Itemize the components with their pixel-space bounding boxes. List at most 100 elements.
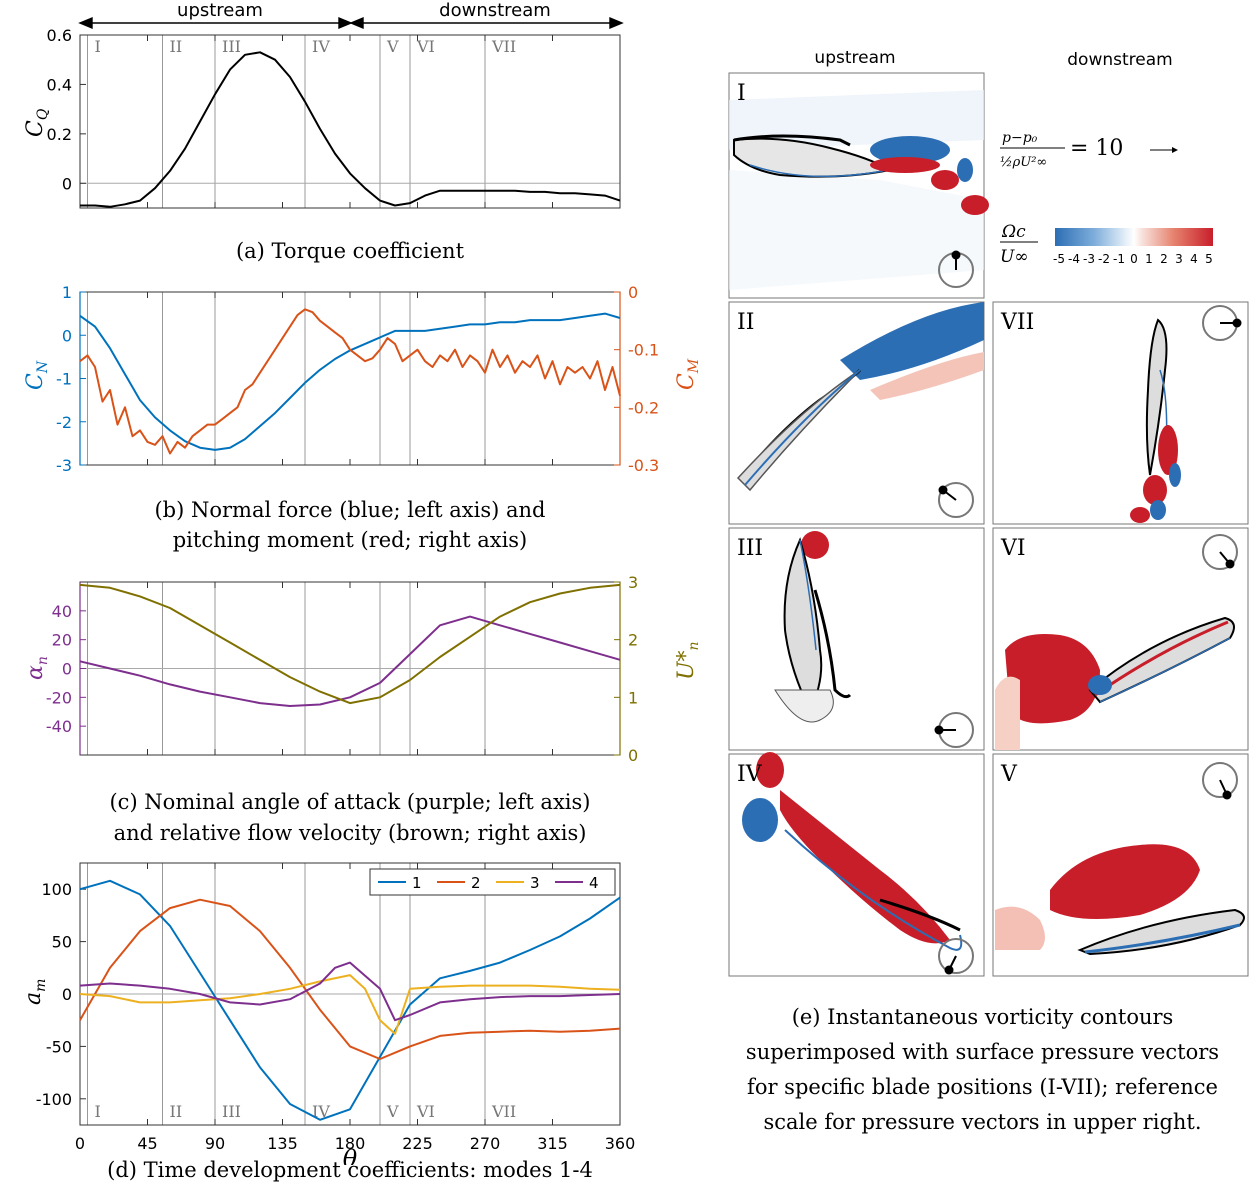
chart-normal-force-pitching-moment: 1 0 -1 -2 -3 0 -0.1 -0.2 -0.3 CN CM [23,283,702,475]
snapshot-label-IV: IV [737,762,763,787]
legend-label-3: 3 [530,874,540,892]
y-right-axis-label: U*n [674,641,702,680]
position-label-I: I [95,37,101,56]
y-tick-label: -2 [56,413,72,432]
colorbar-tick-label: 1 [1145,252,1153,266]
y-tick-label: 50 [52,933,72,952]
y-right-tick-label: -0.1 [628,341,659,360]
series-line-right [79,308,621,455]
snapshot-label-II: II [737,310,754,335]
colorbar-tick-label: 3 [1175,252,1183,266]
y-tick-label: 0 [62,660,72,679]
y-right-axis-label: CM [674,358,702,390]
series-line-2 [79,898,621,1060]
y-right-tick-label: 0 [628,283,638,302]
vorticity-colorbar: Ωc U∞ -5 -4 -3 -2 -1 0 1 2 3 4 5 [1000,222,1213,267]
series-line-right [79,583,621,705]
y-tick-label: -100 [36,1090,72,1109]
colorbar-tick-label: 2 [1160,252,1168,266]
snapshot-label-VI: VI [1000,536,1026,561]
y-axis-label: αn [23,656,51,680]
x-tick-label: 180 [335,1134,366,1153]
colorbar-tick-label: 4 [1190,252,1198,266]
pressure-scale-legend: p−p₀ ½ρU²∞ = 10 [1000,130,1178,170]
x-tick-label: 135 [267,1134,298,1153]
position-label-VII: VII [491,1102,516,1121]
caption-d: (d) Time development coefficients: modes… [107,1158,593,1182]
y-tick-label: -40 [46,717,72,736]
y-right-tick-label: 1 [628,688,638,707]
vorticity-panels: I p−p₀ ½ρU²∞ = 10 Ωc U∞ -5 -4 -3 -2 -1 0 1 2 3 4 5… [728,72,1249,977]
snapshot-VI: VI [992,527,1249,751]
series-line-3 [79,974,621,1035]
pressure-scale-value: = 10 [1070,136,1123,161]
series-line-left [79,312,621,451]
svg-text:p−p₀: p−p₀ [1002,130,1038,146]
series-line-4 [79,961,621,1022]
panel-e-upstream-header: upstream [814,48,896,68]
y-tick-label: -1 [56,370,72,389]
y-tick-label: 0.4 [47,75,72,94]
caption-b-line1: (b) Normal force (blue; left axis) and [154,498,546,522]
position-label-IV: IV [312,1102,330,1121]
y-right-tick-label: -0.2 [628,398,659,417]
snapshot-VII: VII [992,301,1249,525]
position-label-V: V [386,1102,399,1121]
y-right-tick-label: 3 [628,573,638,592]
caption-e-line2: superimposed with surface pressure vecto… [745,1040,1220,1064]
y-right-tick-label: 0 [628,746,638,765]
x-tick-label: 225 [402,1134,433,1153]
x-tick-label: 315 [537,1134,568,1153]
header-upstream-label: upstream [177,0,263,21]
x-axis-label: θ [343,1145,358,1165]
colorbar-tick-label: -2 [1098,252,1110,266]
series-line-0 [80,51,621,208]
snapshot-III: III [728,527,985,751]
position-label-III: III [222,1102,241,1121]
colorbar-tick-label: -1 [1113,252,1125,266]
x-tick-label: 360 [605,1134,636,1153]
snapshot-IV: IV [728,752,985,977]
caption-e-line3: for specific blade positions (I-VII); re… [747,1075,1218,1099]
y-tick-label: 0 [62,326,72,345]
position-label-II: II [170,1102,183,1121]
y-tick-label: 0 [62,985,72,1004]
svg-text:½ρU²∞: ½ρU²∞ [1000,155,1047,170]
y-tick-label: 0 [62,174,72,193]
y-axis-label: am [21,979,49,1005]
position-label-I: I [95,1102,101,1121]
svg-text:Ωc: Ωc [1001,222,1026,242]
x-tick-label: 270 [470,1134,501,1153]
caption-c-line2: and relative flow velocity (brown; right… [113,821,587,845]
y-tick-label: -3 [56,456,72,475]
position-label-VI: VI [416,1102,435,1121]
position-label-II: II [170,37,183,56]
y-tick-label: 1 [62,283,72,302]
header-arrows [78,16,624,30]
series-line-1 [79,879,621,1121]
position-label-VI: VI [416,37,435,56]
caption-e-line4: scale for pressure vectors in upper righ… [763,1110,1202,1134]
legend-label-4: 4 [589,874,599,892]
caption-c-line1: (c) Nominal angle of attack (purple; lef… [109,790,591,814]
snapshot-label-I: I [737,81,746,106]
series-line-left [79,615,621,707]
y-tick-label: -20 [46,688,72,707]
snapshot-II: II [728,301,985,525]
legend-label-1: 1 [412,874,422,892]
snapshot-V: V [992,753,1249,977]
y-axis-label: CN [23,360,51,390]
snapshot-I: I [728,72,989,299]
colorbar-tick-label: 0 [1130,252,1138,266]
colorbar-tick-label: -4 [1068,252,1080,266]
position-label-III: III [222,37,241,56]
y-tick-label: 0.2 [47,125,72,144]
position-label-VII: VII [491,37,516,56]
y-tick-label: 20 [52,631,72,650]
x-tick-label: 90 [205,1134,225,1153]
y-tick-label: 40 [52,602,72,621]
colorbar-tick-label: -3 [1083,252,1095,266]
header-downstream-label: downstream [439,0,551,21]
